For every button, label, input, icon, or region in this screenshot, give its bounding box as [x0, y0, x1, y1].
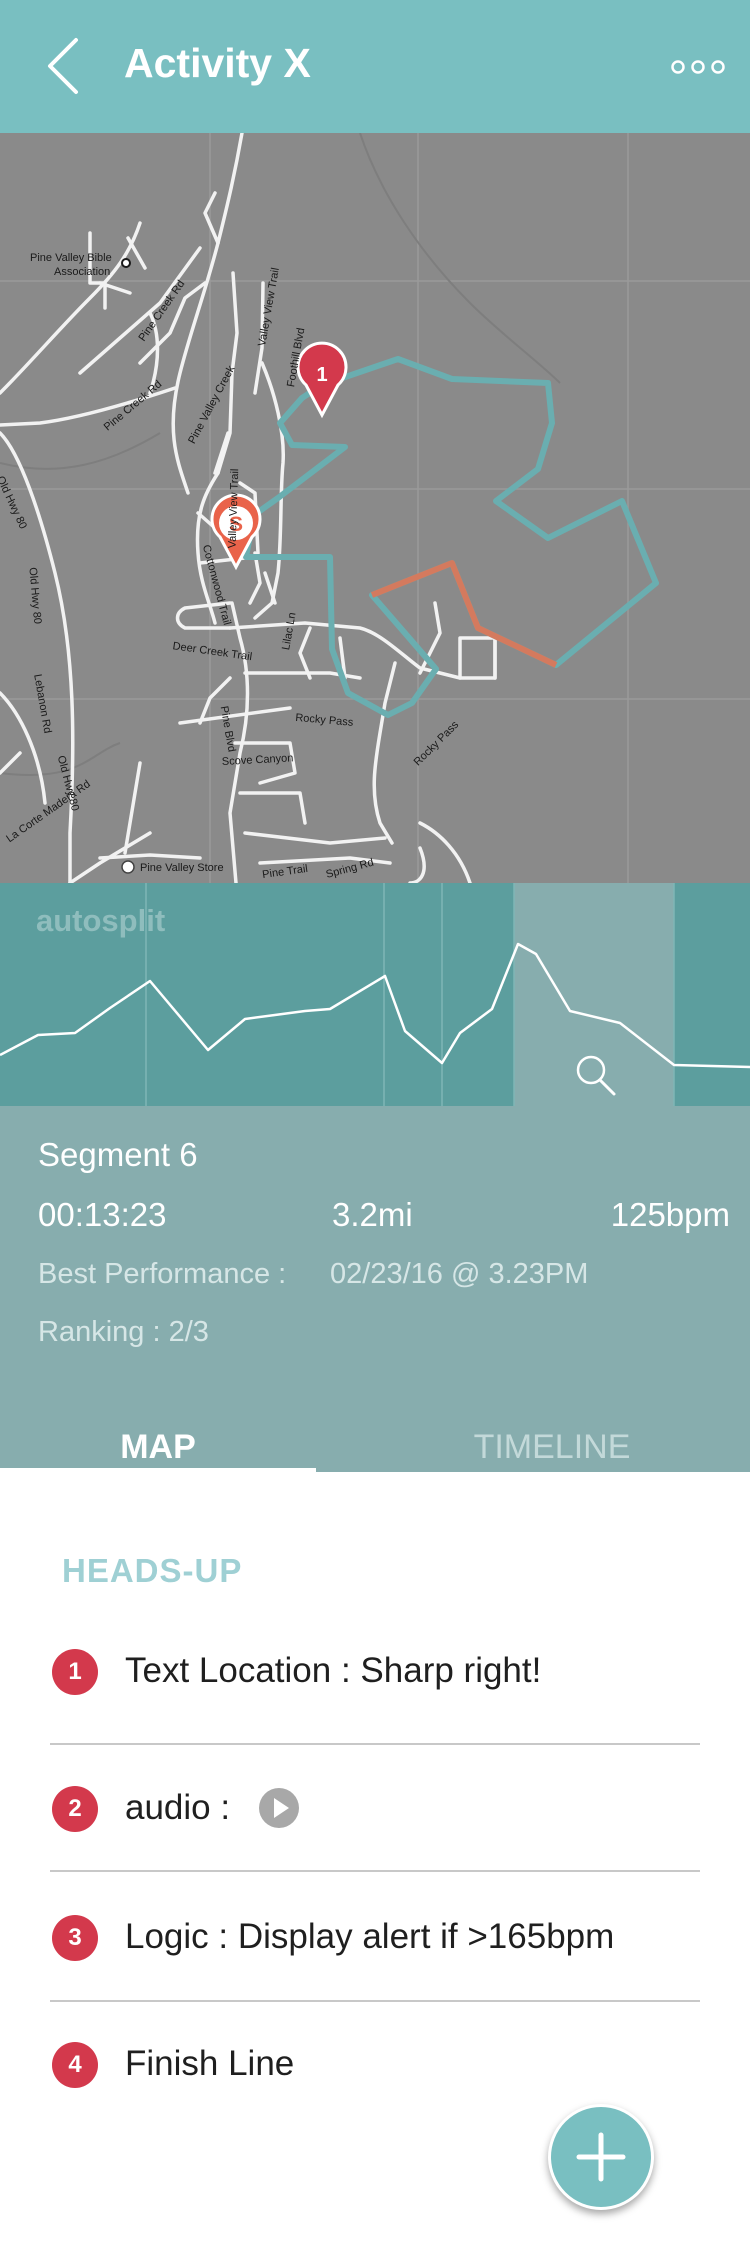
best-performance-value: 02/23/16 @ 3.23PM [330, 1258, 589, 1290]
segment-distance: 3.2mi [332, 1196, 413, 1233]
item-text: Text Location : Sharp right! [125, 1651, 542, 1690]
play-icon [259, 1788, 299, 1828]
elevation-chart[interactable]: autosplit [0, 883, 750, 1106]
start-label: S [229, 513, 243, 536]
add-button[interactable] [548, 2104, 654, 2210]
search-icon [576, 1055, 616, 1096]
tab-map[interactable]: MAP [120, 1428, 196, 1466]
map-label: Association [54, 266, 110, 278]
more-dots-icon [671, 60, 725, 74]
map-label: Scove Canyon [222, 752, 294, 768]
segment-title: Segment 6 [38, 1136, 198, 1173]
plus-icon [576, 2132, 626, 2182]
heads-up-title: HEADS-UP [62, 1552, 243, 1589]
item-text: audio : [125, 1788, 231, 1827]
route-map[interactable]: 1 S Pine Valley Bible Association Pine C… [0, 133, 750, 883]
list-item[interactable]: 4 Finish Line [0, 2034, 750, 2094]
map-label: Rocky Pass [412, 719, 462, 769]
active-tab-indicator [0, 1468, 316, 1474]
map-label: Pine Valley Bible [30, 252, 112, 264]
more-button[interactable] [670, 52, 726, 82]
map-label: Pine Trail [262, 863, 309, 881]
app-header: Activity X [0, 0, 750, 133]
list-item[interactable]: 2 audio : [0, 1778, 750, 1838]
segment-time: 00:13:23 [38, 1196, 167, 1233]
list-item[interactable]: 3 Logic : Display alert if >165bpm [0, 1907, 750, 1967]
back-button[interactable] [44, 36, 84, 96]
segment-heart-rate: 125bpm [610, 1196, 730, 1233]
autosplit-label: autosplit [36, 903, 166, 938]
map-label: Pine Valley Store [140, 862, 224, 874]
page-title: Activity X [124, 40, 311, 86]
map-label: Old Hwy 80 [26, 567, 43, 625]
divider [50, 2000, 700, 2002]
item-number-badge: 3 [52, 1915, 98, 1961]
selected-segment-highlight[interactable] [514, 883, 674, 1106]
divider [50, 1870, 700, 1872]
item-number-badge: 2 [52, 1786, 98, 1832]
map-label: Lebanon Rd [31, 673, 53, 734]
map-label: Pine Blvd [218, 705, 238, 753]
map-label: Valley View Trail [226, 468, 241, 548]
map-label: Old Hwy 80 [0, 474, 29, 531]
map-label: La Corte Madera Rd [4, 778, 93, 845]
tab-timeline[interactable]: TIMELINE [473, 1428, 631, 1466]
start-marker[interactable]: S [210, 493, 262, 571]
play-audio-button[interactable] [258, 1787, 300, 1829]
segment-stats-panel: Segment 6 00:13:23 3.2mi 125bpm Best Per… [0, 1106, 750, 1472]
waypoint-1-marker[interactable]: 1 [296, 341, 348, 419]
list-item[interactable]: 1 Text Location : Sharp right! [0, 1641, 750, 1701]
waypoint-1-label: 1 [316, 364, 327, 386]
item-text: Finish Line [125, 2044, 295, 2083]
map-label: Valley View Trail [256, 267, 282, 348]
map-label: Lilac Ln [280, 612, 298, 651]
elevation-line [0, 942, 750, 1069]
item-number-badge: 1 [52, 1649, 98, 1695]
best-performance-label: Best Performance : [38, 1258, 287, 1290]
zoom-button[interactable] [570, 1051, 624, 1105]
chevron-left-icon [48, 38, 78, 94]
item-number-badge: 4 [52, 2042, 98, 2088]
map-label: Rocky Pass [295, 712, 354, 729]
ranking-text: Ranking : 2/3 [38, 1316, 209, 1348]
divider [50, 1743, 700, 1745]
item-text: Logic : Display alert if >165bpm [125, 1917, 615, 1956]
